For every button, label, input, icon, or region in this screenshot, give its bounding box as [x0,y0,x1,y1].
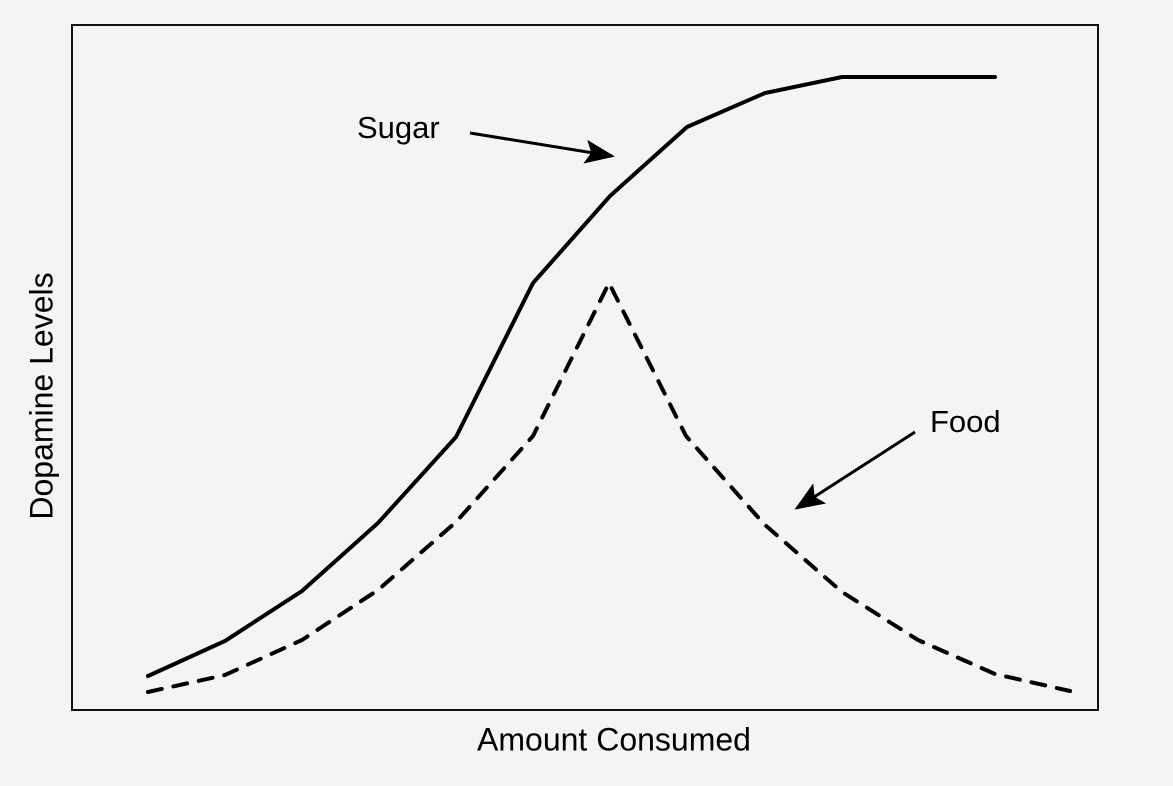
food-series-line [146,278,1072,694]
y-axis-label: Dopamine Levels [23,272,60,520]
food-arrow-icon [794,430,916,510]
sugar-series-line [146,75,997,678]
food-annotation-label: Food [930,404,1001,439]
plot-frame [71,24,1099,711]
sugar-annotation-label: Sugar [357,110,440,145]
sugar-arrow-icon [469,131,615,164]
x-axis-label: Amount Consumed [477,721,751,758]
